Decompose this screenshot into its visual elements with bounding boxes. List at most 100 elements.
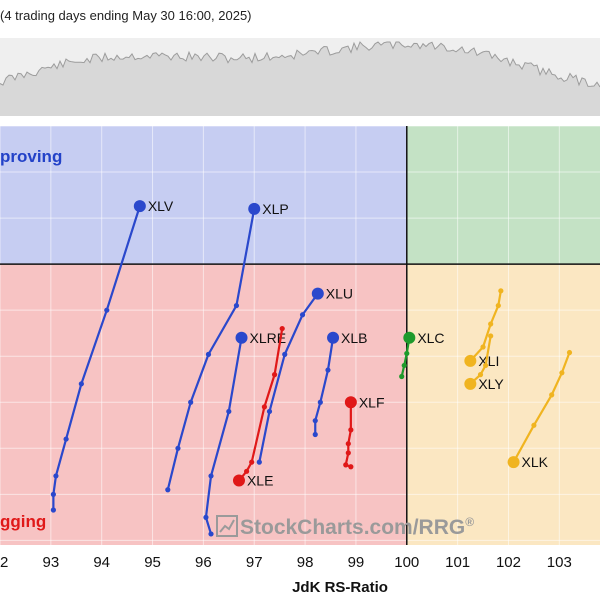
x-tick-label: 93 [43, 554, 60, 571]
watermark-mark: ® [465, 515, 474, 529]
tail-xlf: XLF [343, 394, 385, 470]
tail-point [261, 404, 268, 410]
quadrants [0, 126, 600, 545]
tail-point [559, 370, 565, 376]
tail-point [208, 473, 214, 479]
tail-point [343, 462, 349, 468]
tail-point [256, 459, 262, 465]
head-point-xlf [344, 396, 357, 409]
x-tick-label: 94 [93, 554, 110, 571]
tail-point [233, 302, 240, 309]
x-tick-label: 102 [496, 554, 521, 571]
svg-text:StockCharts.com/RRG®: StockCharts.com/RRG® [240, 515, 474, 539]
tail-point [188, 399, 194, 405]
tail-point [78, 381, 84, 387]
tail-point [249, 459, 255, 465]
quadrant-weakening [406, 264, 600, 545]
tail-point [63, 436, 69, 442]
benchmark-panel [0, 38, 600, 116]
tail-point [53, 473, 59, 479]
tail-point [488, 321, 494, 327]
tail-point [566, 349, 573, 356]
symbol-label-xlre: XLRE [250, 330, 287, 346]
tail-point [104, 307, 110, 313]
x-tick-label: 97 [246, 554, 263, 571]
symbol-label-xlk: XLK [522, 454, 549, 470]
symbol-label-xlc: XLC [417, 330, 444, 346]
head-point-xle [232, 474, 245, 487]
x-tick-label: 101 [445, 554, 470, 571]
symbol-label-xlu: XLU [326, 286, 353, 302]
tail-point [244, 468, 250, 474]
tail-point [348, 464, 354, 470]
quadrant-label-improving: proving [0, 147, 62, 166]
tail-point [325, 367, 331, 373]
quadrant-label-lagging: gging [0, 512, 46, 531]
tail-point [482, 362, 489, 369]
tail-point [226, 408, 232, 415]
tail-point [345, 441, 351, 447]
tail-point [205, 351, 212, 357]
head-point-xlc [403, 331, 416, 344]
head-point-xlp [248, 202, 261, 215]
tail-point [401, 362, 407, 369]
x-tick-label: 92 [0, 554, 8, 571]
tail-point [531, 422, 537, 428]
tail-point [345, 450, 351, 456]
stockcharts-logo-icon [216, 515, 238, 537]
tail-point [50, 491, 56, 497]
head-point-xlre [235, 331, 248, 344]
rotation-tails: XLV XLP XLU XLRE XLB XLE XLF XLC XLI XLY XLK [50, 198, 573, 537]
tail-point [208, 531, 214, 537]
tail-point [312, 431, 318, 438]
tail-point [271, 372, 278, 378]
tail-xli: XLI [464, 288, 504, 369]
benchmark-line [0, 41, 600, 88]
tail-xlc: XLC [399, 330, 445, 380]
stockcharts-watermark: StockCharts.com/RRG® [216, 515, 474, 539]
x-axis-title: JdK RS-Ratio [292, 579, 388, 596]
chart-subtitle: (4 trading days ending May 30 16:00, 202… [0, 8, 252, 23]
tail-point [175, 445, 181, 451]
benchmark-area [0, 42, 600, 116]
tail-xlv: XLV [50, 198, 174, 513]
head-point-xlb [327, 331, 340, 344]
tail-point [399, 373, 405, 380]
tail-xlp: XLP [165, 201, 289, 493]
tail-xlu: XLU [256, 286, 353, 465]
tail-point [495, 302, 501, 309]
symbol-label-xlp: XLP [262, 201, 288, 217]
head-point-xli [464, 354, 477, 367]
tail-point [549, 392, 555, 398]
head-point-xlv [133, 200, 146, 213]
tail-xle: XLE [232, 325, 285, 489]
tail-xlb: XLB [312, 330, 368, 438]
tail-line-xlp [166, 207, 256, 491]
tail-point [488, 333, 494, 339]
tail-point [312, 418, 318, 424]
watermark-suffix: /RRG [413, 516, 466, 539]
symbol-label-xlf: XLF [359, 394, 385, 410]
x-tick-label: 103 [547, 554, 572, 571]
x-tick-labels: 92 93 94 95 96 97 98 99 100 101 102 103 [0, 554, 572, 571]
x-tick-label: 95 [144, 554, 161, 571]
tail-point [299, 312, 306, 318]
x-tick-label: 100 [394, 554, 419, 571]
symbol-label-xli: XLI [478, 353, 499, 369]
tail-xly: XLY [464, 333, 504, 392]
tail-point [348, 427, 354, 433]
chart-header: (4 trading days ending May 30 16:00, 202… [0, 0, 600, 32]
tail-point [266, 408, 273, 415]
symbol-label-xly: XLY [478, 376, 504, 392]
tail-xlre: XLRE [203, 330, 286, 537]
x-tick-label: 99 [348, 554, 365, 571]
tail-point [203, 514, 209, 520]
watermark-text: StockCharts.com [240, 516, 413, 539]
tail-point [50, 507, 56, 513]
head-point-xlk [507, 456, 520, 469]
tail-xlk: XLK [507, 349, 573, 470]
tail-point [279, 325, 285, 332]
symbol-label-xle: XLE [247, 473, 273, 489]
tail-point [404, 350, 410, 357]
